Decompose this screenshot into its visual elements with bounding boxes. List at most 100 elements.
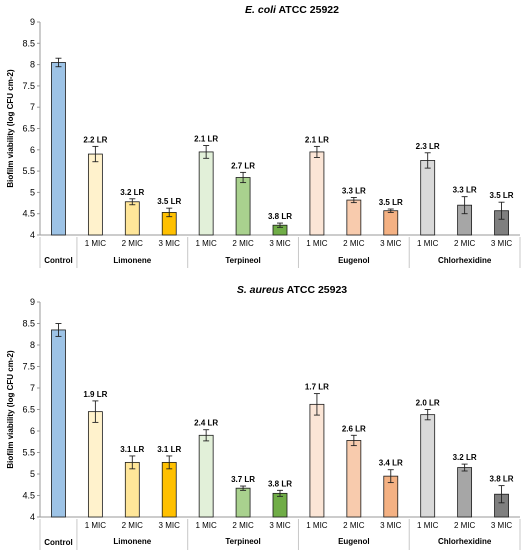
data-label: 2.0 LR [416,399,440,408]
data-label: 1.7 LR [305,383,329,392]
y-tick-label: 6.5 [22,124,35,134]
group-label: Chlorhexidine [438,537,492,546]
chart-title-strain: ATCC 25922 [276,4,339,16]
y-axis-label: Biofilm viability (log CFU cm-2) [6,69,15,188]
data-label: 3.8 LR [490,475,514,484]
y-tick-label: 4 [30,512,35,522]
bar [420,414,436,518]
bar [235,487,251,518]
y-tick-label: 6 [30,426,35,436]
data-label: 3.1 LR [120,445,144,454]
group-label: Limonene [113,537,151,546]
y-tick-label: 4 [30,230,35,240]
y-tick-label: 4.5 [22,209,35,219]
data-label: 3.2 LR [453,453,477,462]
x-tick-label: 2 MIC [232,521,254,530]
bar [161,461,177,518]
y-tick-label: 5 [30,187,35,197]
data-label: 2.2 LR [83,135,107,144]
data-label: 3.5 LR [379,198,403,207]
bar [346,440,362,518]
y-tick-label: 6.5 [22,405,35,415]
data-label: 2.3 LR [416,142,440,151]
group-label: Control [44,256,72,265]
data-label: 3.8 LR [268,212,292,221]
x-tick-label: 1 MIC [417,521,439,530]
y-tick-label: 8.5 [22,38,35,48]
data-label: 3.7 LR [231,475,255,484]
bar [87,411,103,518]
chart-title: E. coli ATCC 25922 [245,4,339,16]
data-label: 2.1 LR [194,135,218,144]
data-label: 3.3 LR [453,186,477,195]
group-label: Control [44,538,72,547]
x-tick-label: 3 MIC [159,521,181,530]
x-tick-label: 1 MIC [195,239,217,248]
x-tick-label: 2 MIC [454,521,476,530]
x-tick-label: 1 MIC [306,521,328,530]
bar [457,467,473,518]
group-label: Eugenol [338,256,370,265]
group-label: Terpineol [225,256,260,265]
bar [272,492,288,518]
x-tick-label: 1 MIC [417,239,439,248]
bar [383,210,399,236]
bar [51,62,66,236]
y-tick-label: 5.5 [22,448,35,458]
data-label: 3.5 LR [490,191,514,200]
data-label: 2.1 LR [305,135,329,144]
y-tick-label: 5.5 [22,166,35,176]
bar [51,329,66,518]
x-tick-label: 2 MIC [122,239,144,248]
x-tick-label: 3 MIC [269,521,291,530]
bar [198,434,214,518]
ecoli-panel: E. coli ATCC 25922 Biofilm viability (log… [6,4,521,268]
y-tick-label: 8 [30,60,35,70]
x-tick-label: 2 MIC [122,521,144,530]
y-tick-label: 8.5 [22,319,35,329]
chart-title-organism: E. coli [245,4,277,16]
data-label: 3.5 LR [157,197,181,206]
x-tick-label: 2 MIC [343,521,365,530]
x-tick-label: 3 MIC [491,521,513,530]
y-tick-label: 6 [30,145,35,155]
bar [198,151,214,236]
group-label: Chlorhexidine [438,256,492,265]
data-label: 3.2 LR [120,188,144,197]
x-tick-label: 1 MIC [85,521,107,530]
data-label: 1.9 LR [83,390,107,399]
x-tick-label: 2 MIC [232,239,254,248]
x-tick-label: 1 MIC [85,239,107,248]
y-tick-label: 7.5 [22,362,35,372]
data-label: 2.4 LR [194,419,218,428]
x-tick-label: 2 MIC [454,239,476,248]
y-tick-label: 7 [30,102,35,112]
bar [124,461,140,518]
y-axis-label: Biofilm viability (log CFU cm-2) [6,350,15,469]
x-tick-label: 3 MIC [380,239,402,248]
x-tick-label: 1 MIC [195,521,217,530]
x-tick-label: 3 MIC [159,239,181,248]
bar [87,153,103,236]
x-tick-label: 3 MIC [269,239,291,248]
data-label: 3.8 LR [268,479,292,488]
y-tick-label: 9 [30,297,35,307]
x-tick-label: 1 MIC [306,239,328,248]
x-tick-label: 3 MIC [491,239,513,248]
data-label: 3.4 LR [379,459,403,468]
chart-title-strain: ATCC 25923 [284,284,347,296]
y-tick-label: 7.5 [22,81,35,91]
y-tick-label: 8 [30,340,35,350]
chart-title-organism: S. aureus [237,284,284,296]
y-tick-label: 4.5 [22,491,35,501]
bar [235,177,251,236]
data-label: 2.7 LR [231,161,255,170]
y-tick-label: 5 [30,469,35,479]
x-tick-label: 3 MIC [380,521,402,530]
saureus-panel: S. aureus ATCC 25923 Biofilm viability (l… [6,284,521,550]
bar [124,201,140,236]
data-label: 3.1 LR [157,445,181,454]
bar [420,160,436,236]
data-label: 3.3 LR [342,187,366,196]
